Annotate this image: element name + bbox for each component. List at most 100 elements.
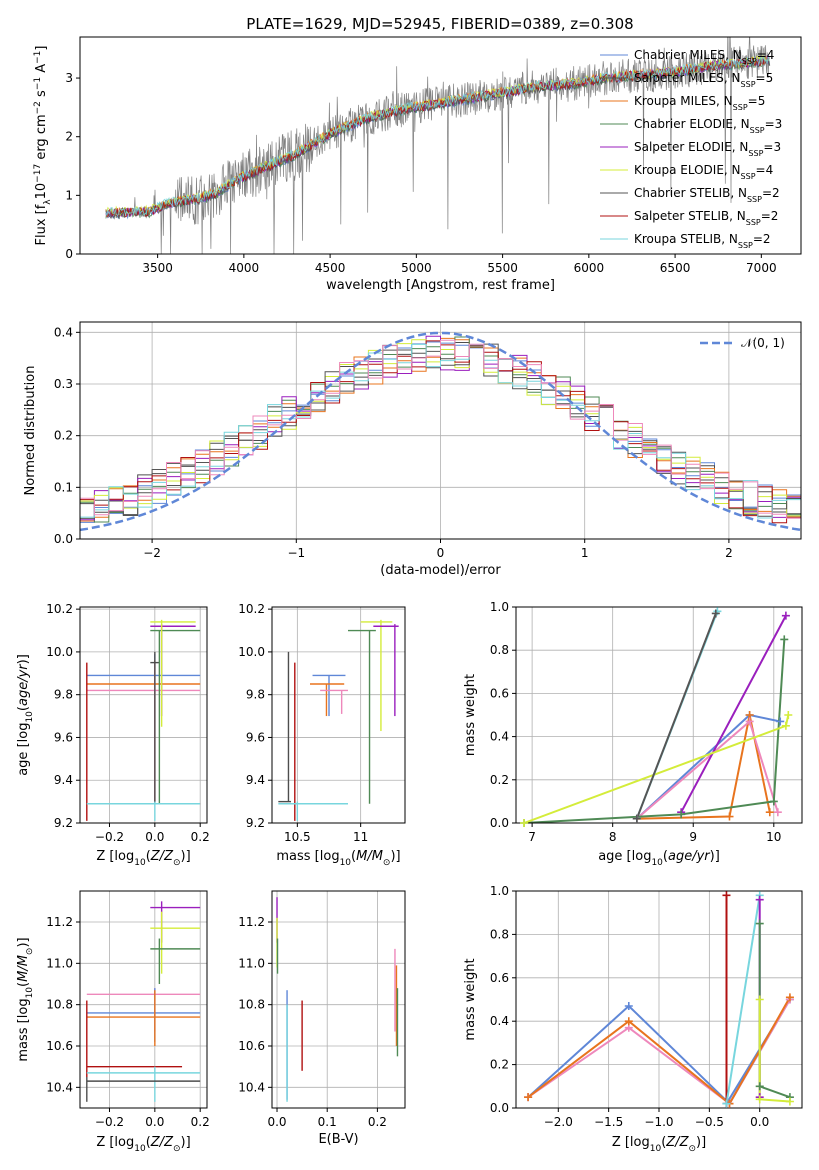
x-tick-label: 0.1 — [318, 1115, 337, 1129]
legend-label: Chabrier STELIB, NSSP=2 — [634, 186, 780, 204]
normal-curve — [80, 331, 801, 532]
weight-marker — [745, 717, 754, 726]
label-part: )] — [181, 1135, 191, 1150]
plot-area — [86, 619, 201, 821]
label-part: λ — [43, 199, 53, 205]
x-tick-label: −0.2 — [95, 1115, 124, 1129]
x-tick-label: 8 — [609, 830, 617, 844]
label-part: age/yr — [668, 849, 711, 864]
x-tick-label: −0.5 — [695, 1115, 724, 1129]
legend-label: Salpeter ELODIE, NSSP=3 — [634, 140, 781, 158]
label-part: ⊙ — [383, 858, 391, 868]
weight-line-chabrier-elodie — [524, 639, 786, 823]
y-tick-label: 10.0 — [238, 645, 265, 659]
legend-sub: SSP — [733, 103, 748, 112]
y-axis-label: mass weight — [463, 958, 478, 1040]
y-tick-label: 11.2 — [46, 915, 73, 929]
y-tick-label: 0.4 — [490, 730, 509, 744]
weight-line-kroupa-miles — [636, 714, 771, 820]
residuals-panel: −2 −1 0 1 2 0.0 0.1 0.2 0.3 0.4 (data-model)/error… — [23, 321, 802, 578]
x-tick-label: 11 — [353, 830, 368, 844]
mass-vs-metallicity-panel: −0.2 0.0 0.210.410.610.811.011.2Z [log10(Z… — [16, 890, 210, 1154]
label-part: −1 — [33, 77, 43, 90]
weight-marker — [624, 1017, 633, 1026]
label-part: A — [34, 64, 49, 77]
y-tick-label: 0 — [65, 247, 73, 261]
label-part: Z/Z — [665, 1135, 689, 1150]
label-part: 10 — [34, 183, 49, 200]
y-tick-label: 10.2 — [238, 602, 265, 616]
x-tick-label: 2 — [725, 546, 733, 560]
label-part: ( — [16, 706, 31, 711]
y-tick-label: 1 — [65, 188, 73, 202]
x-axis-label: Z [log10(Z/Z⊙)] — [96, 1135, 190, 1154]
label-part: Z [log — [612, 1135, 650, 1150]
plot-area — [105, 37, 771, 254]
weight-marker — [520, 819, 529, 827]
spectrum-panel: 3500 4000 4500 5000 5500 6000 6500 7000 0 1 2 3 wave… — [33, 36, 802, 293]
legend-value: =4 — [756, 163, 774, 177]
legend-text: Kroupa MILES, N — [634, 94, 733, 108]
legend-value: =5 — [748, 94, 766, 108]
weight-line-chabrier-stelib — [635, 613, 717, 820]
legend-label: 𝒩(0, 1) — [741, 336, 785, 350]
y-tick-label: 9.8 — [54, 688, 73, 702]
legend-sub: SSP — [747, 195, 762, 204]
age-vs-mass-panel: 10.5 11 9.2 9.4 9.6 9.8 10.0 10.2 mass [log10(M/… — [238, 602, 406, 868]
label-part: ( — [146, 849, 151, 864]
x-tick-label: 9 — [689, 830, 697, 844]
weight-line-chabrier-elodie — [758, 923, 791, 1099]
weight-marker — [722, 1099, 731, 1108]
y-tick-label: 0.2 — [54, 429, 73, 443]
label-part: age [log — [16, 723, 31, 776]
x-tick-label: 5000 — [401, 261, 432, 275]
plot-area — [276, 897, 399, 1102]
legend-text: Chabrier ELODIE, N — [634, 117, 750, 131]
y-tick-label: 0.3 — [54, 377, 73, 391]
legend-label: Kroupa MILES, NSSP=5 — [634, 94, 765, 112]
weight-vs-age-panel: 7 8 9 10 0.0 0.2 0.4 0.6 0.8 1.0 mass weight age [l… — [463, 600, 803, 868]
y-axis-label: Normed distribution — [23, 366, 38, 496]
weight-marker — [755, 1082, 764, 1091]
y-tick-label: 0.6 — [490, 686, 509, 700]
legend-text: Salpeter STELIB, N — [634, 209, 746, 223]
label-part: ] — [34, 46, 49, 51]
histogram-step-kroupa-stelib — [80, 343, 801, 519]
plot-area — [86, 901, 201, 1102]
y-axis-label: Flux [fλ10−17 erg cm−2 s−1 A−1] — [33, 46, 53, 246]
figure-title: PLATE=1629, MJD=52945, FIBERID=0389, z=0… — [246, 15, 633, 33]
weight-marker — [781, 721, 790, 730]
weight-marker — [632, 814, 641, 823]
legend-sub: SSP — [742, 57, 757, 66]
legend-text: Chabrier MILES, N — [634, 48, 742, 62]
x-tick-label: 4000 — [229, 261, 260, 275]
mass-vs-ebv-panel: 0.0 0.1 0.2 10.4 10.6 10.8 11.0 11.2 E(B-V) — [238, 890, 406, 1147]
legend-sub: SSP — [741, 80, 756, 89]
label-part: Flux [f — [34, 204, 49, 245]
weight-marker — [785, 1097, 794, 1106]
label-part: )] — [181, 849, 191, 864]
label-part: M/M — [16, 955, 31, 982]
weight-marker — [755, 1095, 764, 1104]
y-tick-label: 0.0 — [490, 816, 509, 830]
weight-vs-metallicity-panel: −2.0 −1.5 −1.0 −0.5 0.0 0.0 0.2 0.4 0.6 0.8 1.0 mas… — [463, 884, 803, 1154]
y-tick-label: 0.4 — [490, 1014, 509, 1028]
y-tick-label: 3 — [65, 71, 73, 85]
label-part: M/M — [356, 849, 383, 864]
label-part: −17 — [33, 164, 43, 183]
legend-label: Chabrier MILES, NSSP=4 — [634, 48, 774, 66]
legend-sub: SSP — [738, 241, 753, 250]
y-tick-label: 0.2 — [490, 1058, 509, 1072]
x-axis-label: wavelength [Angstrom, rest frame] — [326, 278, 555, 293]
weight-marker — [765, 808, 774, 817]
label-part: erg cm — [34, 114, 49, 163]
y-tick-label: 10.0 — [46, 645, 73, 659]
y-tick-label: 10.6 — [46, 1039, 73, 1053]
x-axis-label: Z [log10(Z/Z⊙)] — [612, 1135, 706, 1154]
weight-marker — [755, 995, 764, 1004]
x-axis-label: Z [log10(Z/Z⊙)] — [96, 849, 190, 868]
weight-marker — [755, 919, 764, 928]
y-tick-label: 10.6 — [238, 1039, 265, 1053]
model-line-kroupa-stelib — [105, 54, 770, 217]
weight-marker — [722, 891, 731, 900]
